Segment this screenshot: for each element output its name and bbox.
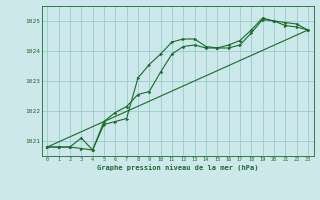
X-axis label: Graphe pression niveau de la mer (hPa): Graphe pression niveau de la mer (hPa) bbox=[97, 164, 258, 171]
